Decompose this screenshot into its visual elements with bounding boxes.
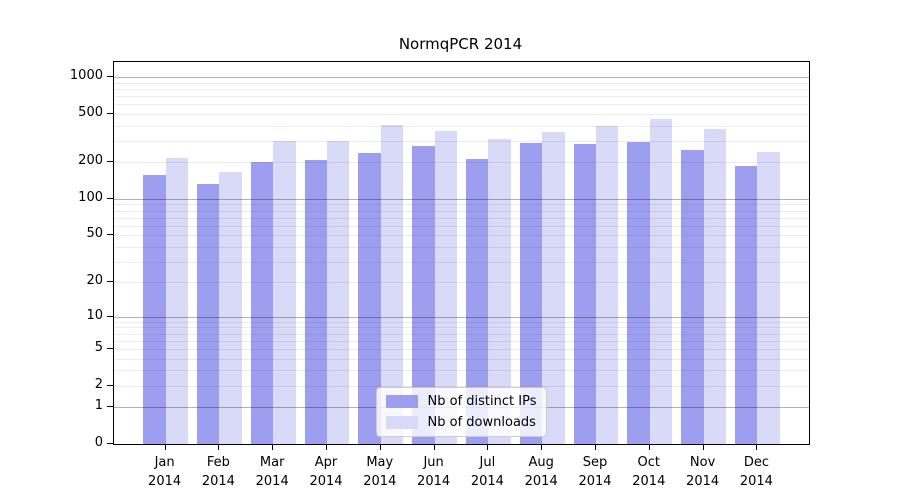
x-tick-mark xyxy=(272,444,274,450)
legend-item-downloads: Nb of downloads xyxy=(385,415,537,430)
y-tick-label: 50 xyxy=(86,226,103,242)
x-tick-label: Nov 2014 xyxy=(686,455,720,489)
y-tick-mark xyxy=(107,347,113,349)
y-tick-mark xyxy=(107,406,113,408)
legend-swatch-distinct-ips-icon xyxy=(385,395,418,408)
y-tick-mark xyxy=(107,443,113,444)
legend-label-downloads: Nb of downloads xyxy=(427,415,536,430)
x-tick-mark xyxy=(756,444,758,450)
y-tick-label: 10 xyxy=(86,307,103,323)
bars-layer xyxy=(114,62,809,444)
bar-ips-sep xyxy=(573,144,596,444)
x-tick-label: Oct 2014 xyxy=(632,455,666,489)
bar-ips-oct xyxy=(627,141,650,444)
y-tick-mark xyxy=(107,112,113,114)
bar-downloads-nov xyxy=(703,128,726,444)
x-tick-mark xyxy=(541,444,543,450)
y-tick-mark xyxy=(107,234,113,236)
x-tick-mark xyxy=(218,444,220,450)
bar-downloads-jun xyxy=(434,130,457,444)
x-tick-mark xyxy=(487,444,489,450)
x-tick-mark xyxy=(379,444,381,450)
x-tick-label: Dec 2014 xyxy=(739,455,773,489)
bar-downloads-oct xyxy=(649,119,673,444)
bar-ips-may xyxy=(358,153,381,444)
y-tick-mark xyxy=(107,281,113,283)
bar-ips-apr xyxy=(304,160,327,444)
x-tick-label: Jan 2014 xyxy=(148,455,182,489)
y-tick-mark xyxy=(107,161,113,163)
y-tick-mark xyxy=(107,76,113,78)
y-tick-label: 2 xyxy=(94,376,103,392)
bar-downloads-jul xyxy=(488,139,511,444)
bar-ips-jun xyxy=(412,146,435,444)
bar-downloads-jan xyxy=(165,158,188,444)
y-tick-label: 100 xyxy=(78,189,103,205)
x-tick-label: Jul 2014 xyxy=(470,455,504,489)
x-tick-mark xyxy=(595,444,596,450)
plot-area: Nb of distinct IPs Nb of downloads xyxy=(113,61,810,445)
x-tick-label: Jun 2014 xyxy=(417,455,451,489)
bar-downloads-may xyxy=(380,124,404,444)
bar-ips-mar xyxy=(250,161,274,444)
x-tick-mark xyxy=(648,444,650,450)
y-tick-label: 1000 xyxy=(69,68,103,84)
x-tick-label: Sep 2014 xyxy=(578,455,612,489)
x-tick-mark xyxy=(326,444,327,450)
legend-label-distinct-ips: Nb of distinct IPs xyxy=(427,394,537,409)
y-tick-label: 500 xyxy=(78,104,103,120)
legend-item-distinct-ips: Nb of distinct IPs xyxy=(385,394,537,409)
y-tick-label: 5 xyxy=(94,339,103,355)
x-tick-label: Mar 2014 xyxy=(255,455,289,489)
legend-swatch-downloads-icon xyxy=(385,416,418,429)
bar-downloads-feb xyxy=(219,171,242,444)
x-tick-mark xyxy=(164,444,166,450)
y-tick-mark xyxy=(107,197,113,199)
bar-ips-nov xyxy=(681,149,704,444)
y-tick-label: 1 xyxy=(94,398,103,414)
y-tick-label: 200 xyxy=(78,153,103,169)
y-tick-mark xyxy=(107,384,113,386)
y-tick-label: 0 xyxy=(94,435,103,450)
bar-ips-jan xyxy=(143,174,166,444)
x-tick-label: Feb 2014 xyxy=(201,455,235,489)
x-tick-mark xyxy=(702,444,704,450)
y-tick-label: 20 xyxy=(86,273,103,289)
legend: Nb of distinct IPs Nb of downloads xyxy=(375,387,548,437)
bar-ips-jul xyxy=(466,159,489,444)
bar-downloads-aug xyxy=(542,131,565,444)
bar-ips-feb xyxy=(197,184,220,444)
x-tick-label: Aug 2014 xyxy=(524,455,558,489)
bar-downloads-sep xyxy=(596,125,619,444)
x-tick-mark xyxy=(433,444,435,450)
bar-downloads-mar xyxy=(273,141,296,444)
y-tick-mark xyxy=(107,315,113,317)
chart-title: NormqPCR 2014 xyxy=(398,35,523,53)
bar-ips-dec xyxy=(735,165,758,444)
x-tick-label: Apr 2014 xyxy=(309,455,343,489)
bar-downloads-dec xyxy=(757,151,780,444)
bar-downloads-apr xyxy=(327,141,350,444)
x-tick-label: May 2014 xyxy=(363,455,397,489)
bar-ips-aug xyxy=(519,143,543,444)
